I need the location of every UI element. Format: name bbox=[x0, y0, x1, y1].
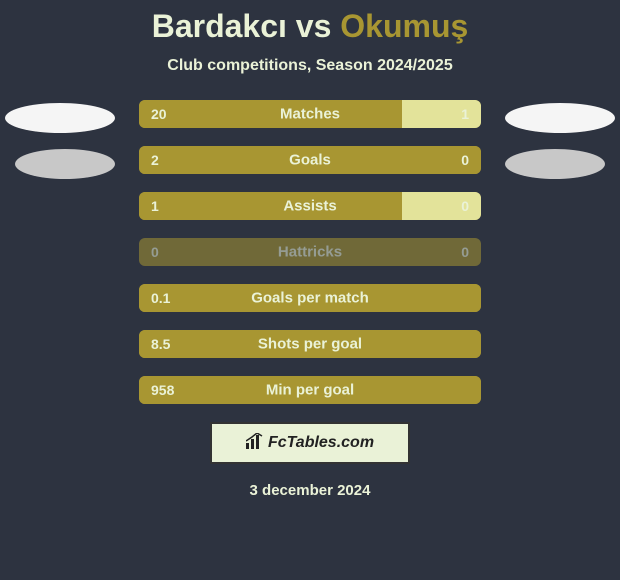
footer-date: 3 december 2024 bbox=[0, 482, 620, 499]
stat-value-left: 8.5 bbox=[151, 336, 170, 352]
avatar-right-1 bbox=[505, 103, 615, 133]
stat-label: Min per goal bbox=[266, 382, 354, 399]
comparison-card: Bardakcı vs Okumuş Club competitions, Se… bbox=[0, 0, 620, 580]
stat-value-right: 0 bbox=[461, 198, 469, 214]
player-left-name: Bardakcı bbox=[152, 8, 287, 44]
avatar-left-2 bbox=[15, 149, 115, 179]
stat-label: Shots per goal bbox=[258, 336, 362, 353]
chart-bars-icon bbox=[246, 433, 264, 454]
stat-label: Hattricks bbox=[278, 244, 342, 261]
stat-row: 2 0 Goals bbox=[139, 146, 481, 174]
stat-value-left: 0.1 bbox=[151, 290, 170, 306]
stat-value-left: 0 bbox=[151, 244, 159, 260]
stat-value-right: 0 bbox=[461, 244, 469, 260]
stat-label: Goals bbox=[289, 152, 331, 169]
bar-fill-left bbox=[139, 192, 402, 220]
stat-row: 0.1 Goals per match bbox=[139, 284, 481, 312]
subtitle: Club competitions, Season 2024/2025 bbox=[0, 57, 620, 75]
player-right-name: Okumuş bbox=[340, 8, 468, 44]
stat-label: Assists bbox=[283, 198, 336, 215]
stat-value-left: 958 bbox=[151, 382, 174, 398]
stat-value-left: 1 bbox=[151, 198, 159, 214]
stats-area: 201Matches20Goals10Assists00Hattricks0.1… bbox=[0, 100, 620, 404]
stat-label: Goals per match bbox=[251, 290, 369, 307]
stat-value-left: 20 bbox=[151, 106, 167, 122]
stat-row: 1 0 Assists bbox=[139, 192, 481, 220]
stat-row: 958 Min per goal bbox=[139, 376, 481, 404]
watermark-text: FcTables.com bbox=[268, 434, 374, 452]
stat-value-right: 1 bbox=[461, 106, 469, 122]
stat-value-right: 0 bbox=[461, 152, 469, 168]
bar-fill-left bbox=[139, 100, 402, 128]
stat-value-left: 2 bbox=[151, 152, 159, 168]
stat-label: Matches bbox=[280, 106, 340, 123]
stat-row: 8.5 Shots per goal bbox=[139, 330, 481, 358]
page-title: Bardakcı vs Okumuş bbox=[0, 0, 620, 45]
avatar-left-1 bbox=[5, 103, 115, 133]
vs-separator: vs bbox=[287, 8, 340, 44]
watermark: FcTables.com bbox=[210, 422, 410, 464]
avatar-right-2 bbox=[505, 149, 605, 179]
stat-row: 0 0 Hattricks bbox=[139, 238, 481, 266]
stat-bars: 201Matches20Goals10Assists00Hattricks0.1… bbox=[139, 100, 481, 404]
stat-row: 20 1 Matches bbox=[139, 100, 481, 128]
